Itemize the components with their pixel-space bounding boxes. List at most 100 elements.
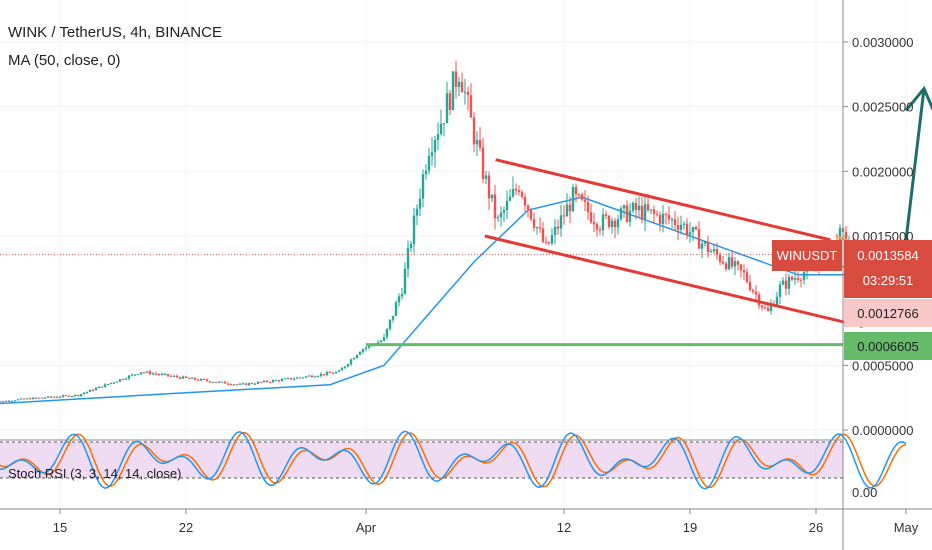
candle-down	[697, 229, 701, 249]
candle-up	[301, 377, 305, 379]
candle-down	[514, 188, 518, 191]
candle-down	[655, 213, 659, 215]
symbol-badge[interactable]: WINUSDT	[772, 240, 842, 271]
candle-down	[460, 81, 464, 93]
channel-upper-line	[495, 158, 831, 242]
candle-up	[367, 345, 371, 348]
last-price-badge[interactable]: 0.0013584 03:29:51	[844, 240, 932, 298]
candle-up	[781, 280, 785, 285]
candle-up	[346, 364, 350, 367]
candle-up	[25, 398, 29, 400]
candle-down	[532, 219, 536, 228]
candle-down	[40, 397, 44, 399]
candle-down	[652, 209, 656, 214]
candle-up	[364, 347, 368, 350]
candle-up	[19, 398, 23, 400]
candle-down	[226, 383, 230, 385]
candle-down	[667, 215, 671, 220]
candle-up	[661, 213, 665, 224]
candle-up	[703, 241, 707, 244]
candle-down	[748, 281, 752, 290]
candle-up	[256, 381, 260, 384]
time-tick-label: May	[894, 520, 919, 535]
candle-up	[775, 296, 779, 306]
chart-title[interactable]: WINK / TetherUS, 4h, BINANCE	[8, 24, 222, 41]
candle-up	[433, 139, 437, 153]
candle-up	[118, 379, 122, 382]
candle-down	[625, 205, 629, 222]
candle-up	[490, 194, 494, 199]
candle-down	[676, 225, 680, 230]
ma50-line	[0, 196, 907, 405]
candle-up	[733, 261, 737, 267]
candle-up	[508, 196, 512, 201]
candle-up	[565, 204, 569, 217]
candle-up	[52, 396, 56, 398]
candle-up	[70, 396, 74, 398]
time-tick-label: 15	[53, 520, 67, 535]
candle-up	[97, 386, 101, 389]
candle-down	[328, 372, 332, 374]
candle-down	[577, 194, 581, 196]
candle-down	[196, 379, 200, 381]
candle-up	[58, 396, 62, 398]
candle-up	[559, 215, 563, 229]
candle-up	[361, 349, 365, 352]
candle-up	[280, 379, 284, 381]
candle-up	[85, 391, 89, 393]
level-2-value: 0.0006605	[857, 339, 918, 354]
time-tick-label: Apr	[356, 520, 377, 535]
candle-up	[43, 397, 47, 399]
candle-down	[7, 400, 11, 402]
candle-down	[556, 226, 560, 229]
candle-down	[169, 375, 173, 377]
candle-down	[760, 305, 764, 308]
candle-down	[589, 212, 593, 223]
candle-down	[796, 277, 800, 280]
candle-down	[205, 379, 209, 381]
time-axis[interactable]: 1522Apr121926May10	[53, 509, 932, 535]
candle-up	[358, 351, 362, 355]
candle-down	[208, 380, 212, 383]
candle-down	[187, 377, 191, 379]
stoch-rsi-pane	[0, 430, 907, 490]
level-badge-1[interactable]: 0.0012766	[844, 299, 932, 327]
candle-up	[436, 134, 440, 140]
price-scale[interactable]: 0.00300000.00250000.00200000.00150000.00…	[843, 35, 913, 438]
candle-down	[142, 372, 146, 374]
candle-down	[583, 199, 587, 202]
candle-up	[415, 208, 419, 216]
candle-down	[55, 396, 59, 398]
candle-up	[232, 384, 236, 386]
candle-down	[658, 214, 662, 224]
candle-down	[250, 383, 254, 385]
candle-down	[64, 395, 68, 397]
candle-down	[268, 381, 272, 383]
candle-up	[388, 319, 392, 329]
candle-up	[553, 226, 557, 236]
last-price-value: 0.0013584	[857, 248, 918, 263]
indicator-legend[interactable]: MA (50, close, 0)	[8, 52, 121, 69]
candle-up	[424, 170, 428, 175]
candle-up	[787, 276, 791, 289]
candle-up	[286, 377, 290, 379]
candle-down	[736, 261, 740, 265]
candle-down	[214, 382, 218, 384]
candle-up	[430, 152, 434, 156]
channel-lower-line	[484, 234, 864, 328]
candle-down	[673, 219, 677, 226]
time-tick-label: 19	[683, 520, 697, 535]
candle-up	[445, 93, 449, 124]
candle-down	[547, 242, 551, 244]
candle-down	[517, 190, 521, 193]
candle-up	[10, 400, 14, 402]
level-badge-2[interactable]: 0.0006605	[844, 332, 932, 360]
candle-up	[46, 396, 50, 398]
candle-down	[466, 91, 470, 96]
candle-down	[487, 175, 491, 199]
candle-down	[331, 372, 335, 374]
candle-up	[391, 315, 395, 320]
candle-up	[274, 380, 278, 382]
candle-up	[418, 198, 422, 209]
candle-up	[325, 372, 329, 375]
